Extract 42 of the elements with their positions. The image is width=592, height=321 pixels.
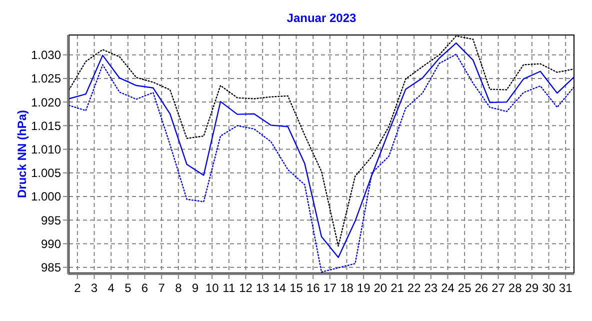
x-tick-label: 29 [525,281,539,295]
x-tick-label: 22 [407,281,422,295]
x-tick-label: 24 [441,281,455,295]
x-tick-label: 11 [222,281,236,295]
x-tick-label: 12 [239,281,253,295]
x-tick-label: 18 [340,281,354,295]
x-tick-label: 7 [158,281,166,295]
y-tick-label: 985 [40,260,62,275]
x-tick-label: 6 [141,281,148,295]
y-tick-label: 1.005 [30,166,62,180]
y-axis-title: Druck NN (hPa) [15,110,29,198]
x-tick-label: 5 [124,281,132,295]
y-tick-label: 1.000 [30,190,62,204]
x-tick-label: 30 [542,281,556,295]
y-tick-label: 1.025 [30,72,62,86]
x-tick-label: 4 [108,281,115,295]
x-tick-label: 25 [458,281,472,295]
x-tick-label: 15 [290,281,304,295]
y-tick-label: 990 [40,236,62,251]
x-tick-label: 3 [90,281,98,295]
x-tick-label: 16 [306,281,320,295]
y-tick-label: 1.010 [30,142,62,156]
x-tick-label: 9 [192,281,199,295]
x-tick-label: 19 [356,281,371,295]
x-tick-label: 23 [424,281,438,295]
y-tick-label: 1.015 [30,118,62,133]
chart-title: Januar 2023 [286,11,357,25]
x-tick-label: 13 [256,281,270,295]
x-tick-label: 27 [492,281,506,295]
y-tick-label: 1.020 [30,95,62,110]
y-tick-label: 1.030 [30,48,62,62]
x-tick-label: 28 [508,281,522,295]
y-tick-label: 995 [40,213,62,228]
x-tick-label: 31 [558,281,573,295]
x-tick-label: 8 [175,281,182,295]
x-tick-label: 14 [272,281,286,295]
x-tick-label: 10 [205,281,220,295]
x-tick-label: 2 [74,281,82,295]
x-tick-label: 17 [323,281,337,295]
x-tick-label: 26 [474,281,488,295]
x-tick-label: 21 [390,281,404,295]
x-tick-label: 20 [374,281,388,295]
